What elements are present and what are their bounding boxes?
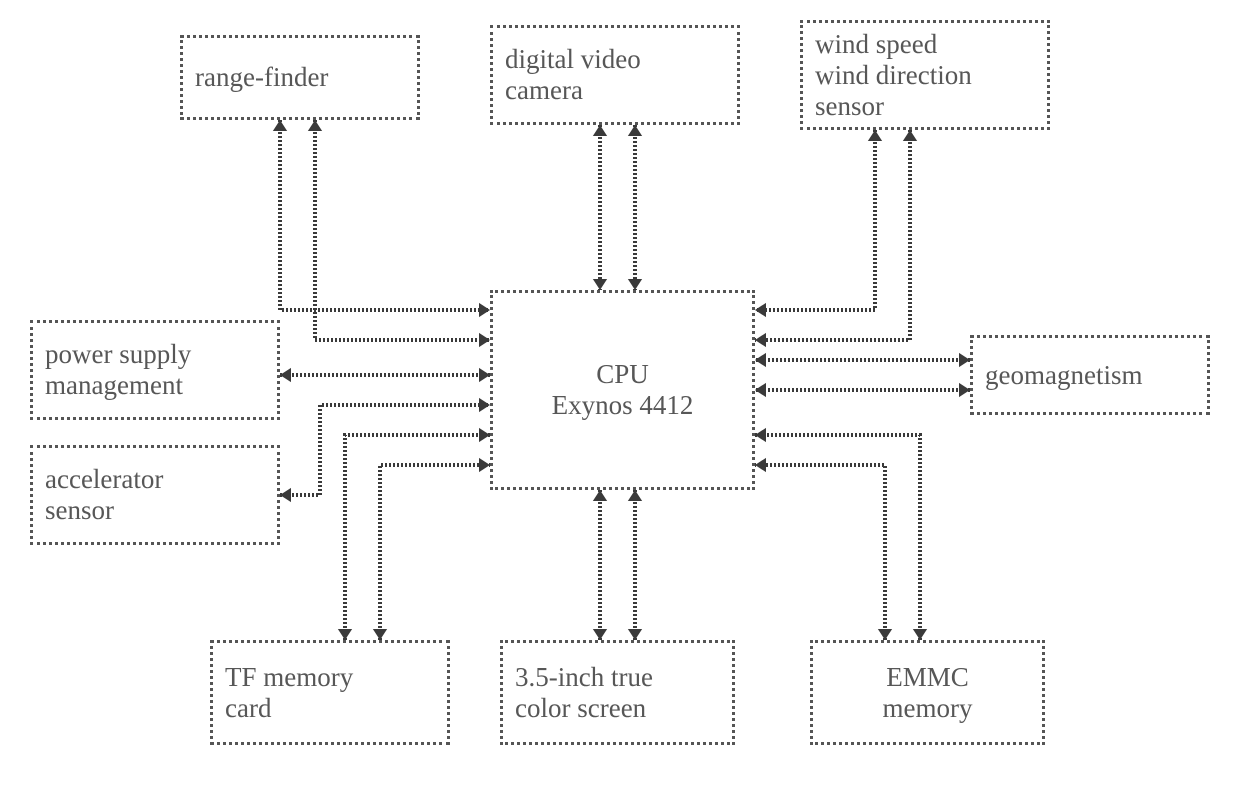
edge-12 [755,465,885,640]
arrowhead [755,303,766,317]
arrowhead [628,629,642,640]
node-power-mgmt: power supply management [30,320,280,420]
arrowhead [479,398,490,412]
arrowhead [913,629,927,640]
arrowhead [593,125,607,136]
edge-5 [755,130,910,340]
arrowhead [959,383,970,397]
edge-4 [755,130,875,310]
arrowhead [593,490,607,501]
node-emmc: EMMC memory [810,640,1045,745]
arrowhead [593,629,607,640]
arrowhead [755,458,766,472]
arrowhead [479,458,490,472]
arrowhead [628,279,642,290]
arrowhead [755,353,766,367]
arrowhead [959,353,970,367]
arrowhead [280,368,291,382]
edge-8 [345,435,490,640]
node-cpu: CPU Exynos 4412 [490,290,755,490]
edge-3 [315,120,490,340]
node-dv-camera: digital video camera [490,25,740,125]
arrowhead [338,629,352,640]
edge-9 [380,465,490,640]
edge-13 [755,435,920,640]
arrowhead [273,120,287,131]
node-accel-sensor: accelerator sensor [30,445,280,545]
node-geomagnetism: geomagnetism [970,335,1210,415]
edge-2 [280,120,490,310]
arrowhead [308,120,322,131]
block-diagram: CPU Exynos 4412 range-finder digital video… [0,0,1240,809]
arrowhead [868,130,882,141]
arrowhead [878,629,892,640]
node-range-finder: range-finder [180,35,420,120]
edge-7 [280,405,490,495]
arrowhead [628,490,642,501]
arrowhead [479,368,490,382]
arrowhead [280,488,291,502]
arrowhead [755,333,766,347]
arrowhead [373,629,387,640]
arrowhead [903,130,917,141]
arrowhead [628,125,642,136]
arrowhead [755,383,766,397]
node-color-screen: 3.5-inch true color screen [500,640,735,745]
node-tf-card: TF memory card [210,640,450,745]
arrowhead [479,333,490,347]
arrowhead [479,428,490,442]
node-wind-sensor: wind speed wind direction sensor [800,20,1050,130]
arrowhead [593,279,607,290]
arrowhead [755,428,766,442]
arrowhead [479,303,490,317]
